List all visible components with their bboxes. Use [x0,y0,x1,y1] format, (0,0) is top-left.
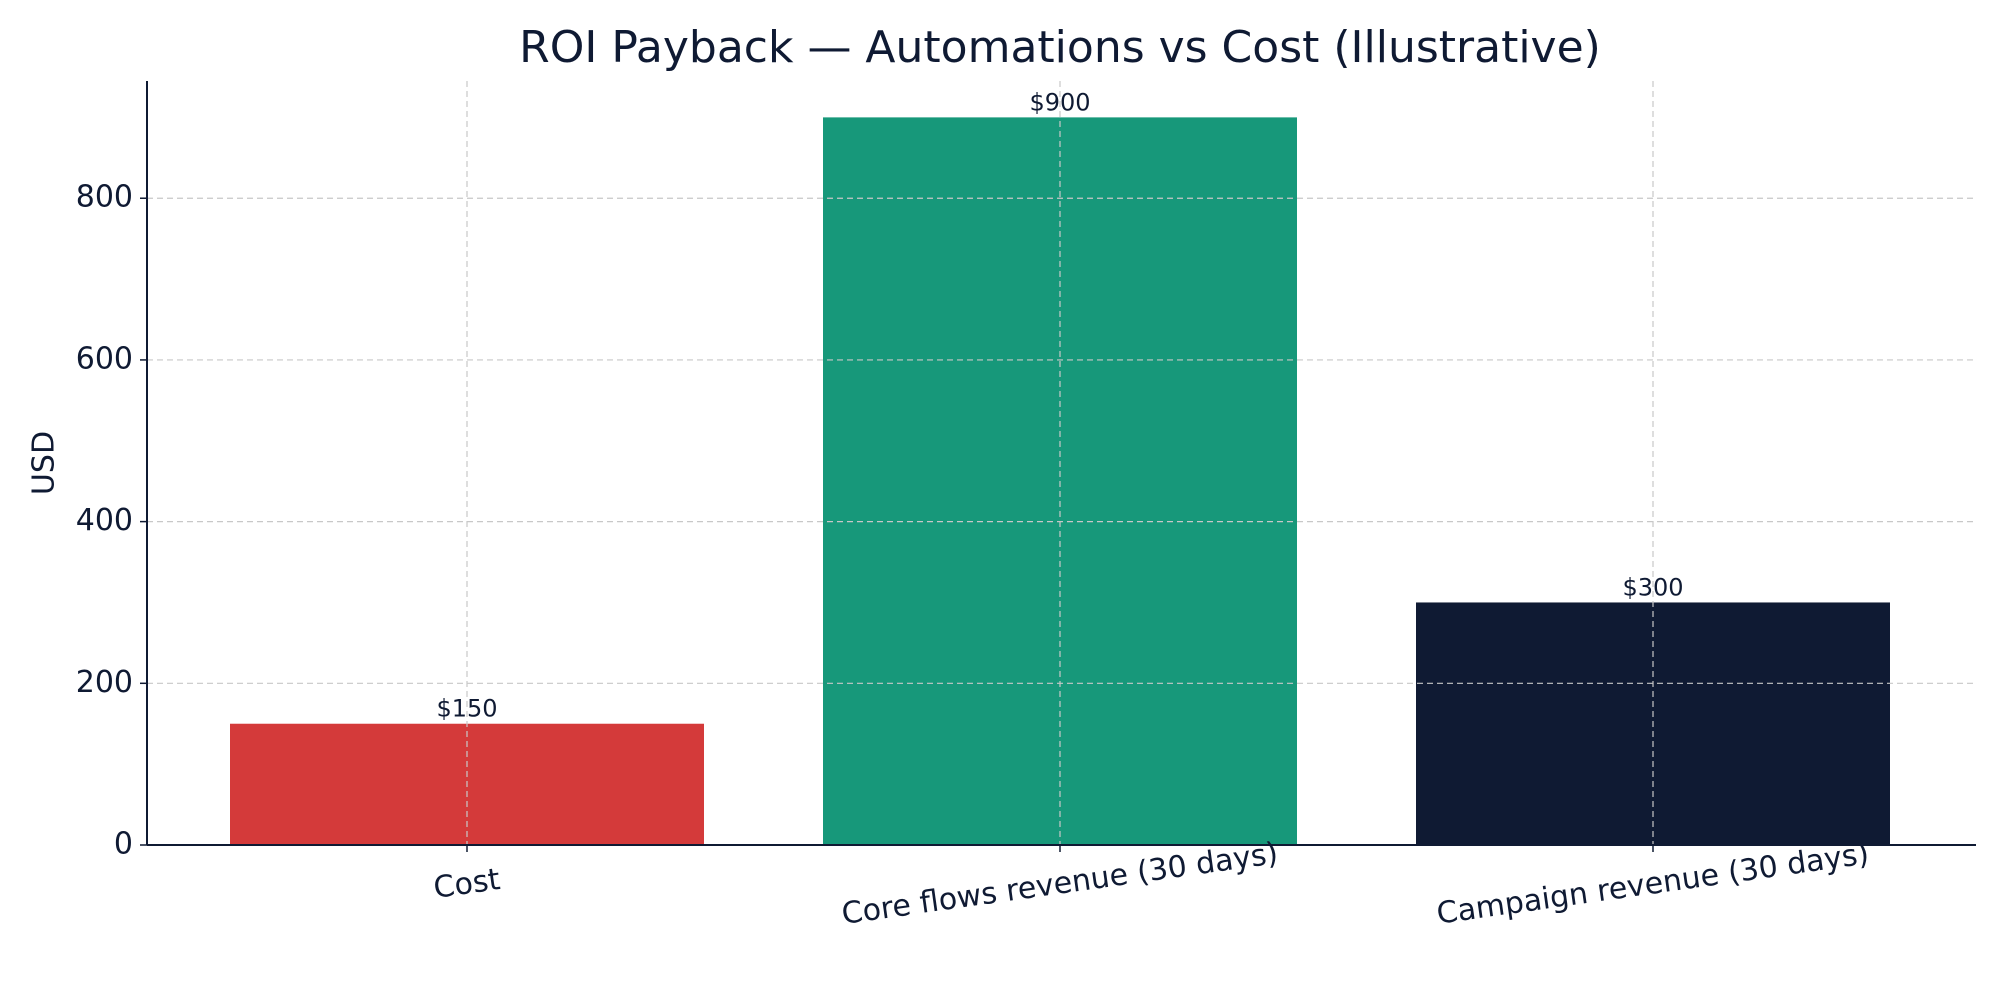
y-tick-label: 400 [76,503,133,538]
chart-title: ROI Payback — Automations vs Cost (Illus… [519,22,1601,73]
value-label: $900 [1029,88,1090,116]
y-tick-label: 0 [114,827,133,862]
y-axis-label: USD [27,431,62,495]
y-tick-label: 800 [76,180,133,215]
y-tick-label: 600 [76,341,133,376]
y-tick-label: 200 [76,665,133,700]
value-label: $150 [436,695,497,723]
x-tick-label: Cost [431,862,502,906]
value-label: $300 [1622,573,1683,601]
